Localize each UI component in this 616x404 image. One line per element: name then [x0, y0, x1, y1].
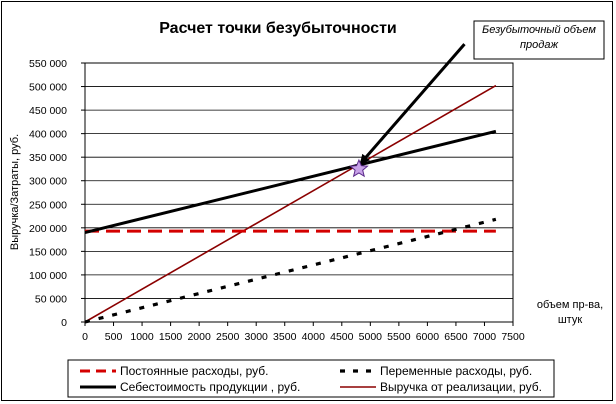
- annotation-box: Безубыточный объем продаж: [473, 20, 605, 60]
- x-tick-label: 6000: [416, 331, 440, 343]
- variable-costs-line: [84, 217, 497, 324]
- series-lines: [84, 84, 497, 324]
- plot-area: [84, 62, 514, 323]
- grid-lines: [85, 62, 513, 299]
- revenue-line: [84, 84, 497, 323]
- x-axis-label-line-2: штук: [558, 314, 582, 326]
- x-tick-label: 5000: [359, 331, 383, 343]
- x-tick-label: 0: [82, 331, 88, 343]
- y-tick-label: 500 000: [29, 82, 67, 94]
- x-tick-label: 2000: [187, 331, 211, 343]
- chart-title: Расчет точки безубыточности: [159, 20, 397, 37]
- y-axis-label: Выручка/Затраты, руб.: [9, 134, 21, 250]
- y-tick-label: 550 000: [29, 58, 67, 70]
- annotation-arrow: [359, 43, 466, 165]
- x-tick-label: 3500: [273, 331, 297, 343]
- total-cost-line: [84, 129, 497, 234]
- legend-box: [67, 359, 555, 398]
- legend-label: Постоянные расходы, руб.: [120, 364, 269, 378]
- x-tick-label: 4000: [302, 331, 326, 343]
- legend-fixed-costs: Постоянные расходы, руб.: [80, 364, 269, 378]
- legend-label: Себестоимость продукции , руб.: [120, 380, 300, 394]
- y-tick-label: 350 000: [29, 152, 67, 164]
- x-tick-label: 1000: [130, 331, 154, 343]
- y-tick-label: 400 000: [29, 129, 67, 141]
- x-tick-label: 7000: [473, 331, 497, 343]
- legend: Постоянные расходы, руб. Переменные расхо…: [67, 359, 555, 398]
- annotation-text-line-1: Безубыточный объем: [482, 24, 596, 36]
- x-axis-ticks: 0 500 1000 1500 2000 2500 3000 3500 4000 4500 5000…: [82, 322, 525, 343]
- y-tick-label: 300 000: [29, 176, 67, 188]
- y-tick-label: 150 000: [29, 246, 67, 258]
- annotation-box-border: [473, 20, 605, 60]
- x-tick-label: 4500: [330, 331, 354, 343]
- x-tick-label: 1500: [159, 331, 183, 343]
- x-tick-label: 500: [105, 331, 123, 343]
- y-tick-label: 100 000: [29, 270, 67, 282]
- legend-variable-costs: Переменные расходы, руб.: [340, 364, 532, 378]
- y-tick-label: 50 000: [35, 293, 67, 305]
- x-tick-label: 6500: [444, 331, 468, 343]
- breakeven-star-marker: [349, 158, 369, 178]
- x-axis-label-line-1: объем пр-ва,: [537, 299, 603, 311]
- star-marker: [349, 158, 369, 178]
- y-tick-label: 200 000: [29, 223, 67, 235]
- x-tick-label: 3000: [245, 331, 269, 343]
- y-tick-label: 0: [61, 317, 67, 329]
- y-tick-label: 450 000: [29, 105, 67, 117]
- legend-label: Выручка от реализации, руб.: [380, 380, 542, 394]
- x-tick-label: 5500: [387, 331, 411, 343]
- legend-revenue: Выручка от реализации, руб.: [340, 380, 542, 394]
- y-tick-label: 250 000: [29, 199, 67, 211]
- legend-total-cost: Себестоимость продукции , руб.: [80, 380, 300, 394]
- legend-label: Переменные расходы, руб.: [380, 364, 532, 378]
- y-axis-ticks: 0 50 000 100 000 150 000 200 000 250 000 300 0…: [29, 58, 85, 329]
- annotation-arrow-line: [359, 43, 466, 165]
- x-tick-label: 2500: [216, 331, 240, 343]
- x-tick-label: 7500: [501, 331, 525, 343]
- annotation-text-line-2: продаж: [520, 39, 558, 51]
